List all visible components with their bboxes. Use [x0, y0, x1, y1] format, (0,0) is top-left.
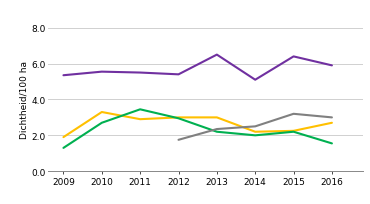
Zeeklei Noord	[291, 56, 296, 58]
Oldambt	[253, 131, 258, 133]
Veenkoloniën	[253, 134, 258, 137]
Oldambt	[61, 136, 65, 139]
Zeeklei Noord	[253, 79, 258, 82]
Zeeklei Noord	[215, 54, 219, 57]
Veenkoloniën	[61, 147, 65, 149]
Zeeklei Noord	[330, 65, 334, 67]
Line: Oldambt: Oldambt	[63, 112, 332, 137]
Oldambt	[215, 117, 219, 119]
Veenkoloniën	[215, 131, 219, 133]
Oldambt	[100, 111, 104, 114]
Zeeklei Noord	[138, 72, 142, 74]
Veenkoloniën	[176, 118, 181, 120]
Line: Westerwolde: Westerwolde	[178, 114, 332, 140]
Veenkoloniën	[100, 122, 104, 124]
Zeeklei Noord	[61, 75, 65, 77]
Westerwolde	[253, 125, 258, 128]
Oldambt	[291, 130, 296, 132]
Westerwolde	[176, 139, 181, 141]
Zeeklei Noord	[176, 74, 181, 76]
Westerwolde	[291, 113, 296, 115]
Veenkoloniën	[330, 142, 334, 145]
Y-axis label: Dichtheid/100 ha: Dichtheid/100 ha	[19, 61, 28, 139]
Westerwolde	[330, 117, 334, 119]
Line: Veenkoloniën: Veenkoloniën	[63, 110, 332, 148]
Line: Zeeklei Noord: Zeeklei Noord	[63, 55, 332, 80]
Oldambt	[138, 118, 142, 121]
Veenkoloniën	[138, 109, 142, 111]
Oldambt	[330, 122, 334, 124]
Oldambt	[176, 117, 181, 119]
Veenkoloniën	[291, 131, 296, 133]
Westerwolde	[215, 128, 219, 131]
Zeeklei Noord	[100, 71, 104, 73]
Legend: Zeeklei Noord, Oldambt, Veenkoloniën, Westerwolde: Zeeklei Noord, Oldambt, Veenkoloniën, We…	[64, 0, 359, 2]
